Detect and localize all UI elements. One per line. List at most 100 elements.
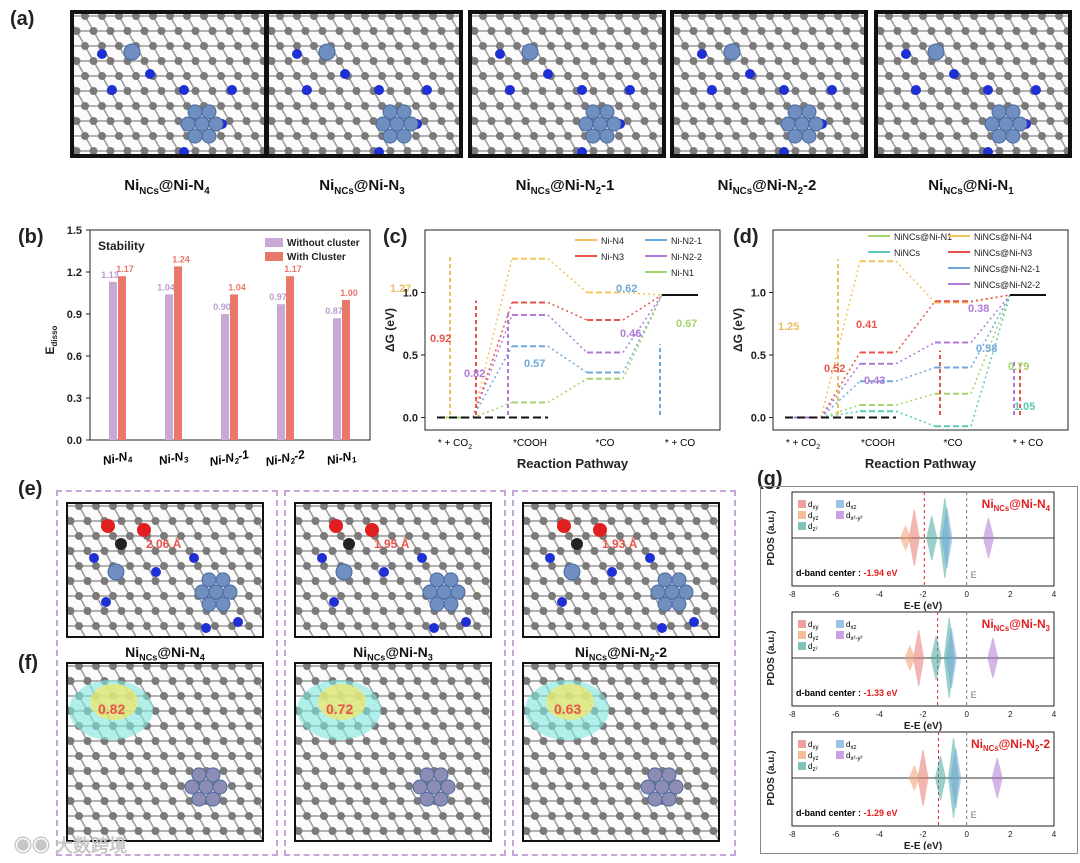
carbon-atom	[530, 72, 538, 80]
carbon-atom	[89, 117, 98, 125]
carbon-atom	[335, 117, 344, 125]
carbon-atom	[468, 72, 470, 80]
carbon-atom	[675, 707, 684, 715]
carbon-atom	[521, 117, 530, 125]
energy-annotation: 1.27	[390, 283, 411, 295]
charge-accumulation-region	[318, 684, 366, 720]
y-tick-label: 0.5	[403, 350, 418, 362]
carbon-atom	[245, 592, 253, 600]
carbon-atom	[320, 622, 328, 630]
carbon-atom	[405, 622, 413, 630]
carbon-atom	[927, 117, 936, 125]
legend-label: Ni-N2-1	[671, 236, 702, 246]
graphene-lattice	[72, 12, 266, 156]
nitrogen-atom	[179, 85, 189, 95]
structure-e-label-2: NiNCs@Ni-N3	[353, 644, 433, 662]
carbon-atom	[81, 132, 89, 140]
structure-a-label-1: NiNCs@Ni-N4	[124, 177, 210, 197]
carbon-atom	[117, 607, 126, 615]
energy-connector	[820, 410, 861, 419]
carbon-atom	[126, 532, 134, 540]
carbon-atom	[953, 132, 961, 140]
legend-label: NiNCs	[894, 248, 920, 258]
carbon-atom	[72, 57, 81, 65]
structure-border	[294, 662, 492, 842]
x-tick-label: Ni-N4	[101, 448, 133, 470]
carbon-atom	[211, 812, 219, 820]
nickel-cluster-atom	[396, 104, 412, 120]
bond-distance-label: 1.95 Å	[374, 536, 410, 551]
carbon-atom	[83, 607, 92, 615]
carbon-atom	[723, 117, 732, 125]
carbon-atom	[701, 722, 709, 730]
carbon-atom	[66, 737, 75, 745]
carbon-atom	[641, 577, 650, 585]
nitrogen-atom	[657, 623, 667, 633]
bond-distance-label: 2.06 Å	[146, 536, 182, 551]
carbon-atom	[927, 147, 936, 155]
carbon-atom	[1038, 102, 1046, 110]
carbon-atom	[276, 42, 284, 50]
carbon-atom	[185, 577, 194, 585]
carbon-atom	[294, 517, 303, 525]
carbon-atom	[874, 72, 876, 80]
carbon-atom	[675, 547, 684, 555]
carbon-atom	[293, 102, 301, 110]
carbon-atom	[251, 102, 259, 110]
carbon-atom	[75, 782, 83, 790]
carbon-atom	[320, 782, 328, 790]
carbon-atom	[352, 87, 361, 95]
carbon-atom	[234, 42, 242, 50]
carbon-atom	[151, 767, 160, 775]
carbon-atom	[430, 707, 439, 715]
carbon-atom	[301, 27, 310, 35]
carbon-atom	[405, 532, 413, 540]
carbon-atom	[200, 42, 208, 50]
carbon-atom	[337, 782, 345, 790]
carbon-atom	[709, 517, 718, 525]
carbon-atom	[589, 57, 598, 65]
nitrogen-atom	[107, 85, 117, 95]
carbon-atom	[379, 607, 388, 615]
carbon-atom	[817, 42, 825, 50]
carbon-atom	[379, 677, 388, 685]
carbon-atom	[151, 797, 160, 805]
structure-label: NiNCs@Ni-N2-2	[575, 644, 667, 662]
energy-connector	[895, 393, 936, 406]
carbon-atom	[590, 607, 599, 615]
carbon-atom	[335, 147, 344, 155]
carbon-atom	[1063, 57, 1070, 65]
nickel-cluster-atom	[208, 584, 224, 600]
carbon-atom	[893, 87, 902, 95]
carbon-atom	[294, 577, 303, 585]
carbon-atom	[1012, 27, 1021, 35]
structure-f-2: 0.72	[294, 662, 492, 842]
carbon-atom	[412, 42, 420, 50]
energy-connector	[820, 363, 861, 418]
legend-label: Ni-N3	[601, 252, 624, 262]
carbon-atom	[766, 72, 774, 80]
carbon-atom	[168, 737, 177, 745]
structure-a-label-5: NiNCs@Ni-N1	[928, 177, 1014, 197]
carbon-atom	[464, 607, 473, 615]
carbon-atom	[140, 87, 149, 95]
carbon-atom	[893, 57, 902, 65]
carbon-atom	[267, 117, 276, 125]
carbon-atom	[791, 27, 800, 35]
carbon-atom	[303, 562, 311, 570]
carbon-atom	[219, 827, 228, 835]
carbon-atom	[177, 722, 185, 730]
carbon-atom	[522, 517, 531, 525]
carbon-atom	[670, 102, 672, 110]
nickel-cluster-atom	[422, 584, 438, 600]
nitrogen-atom	[577, 147, 587, 156]
carbon-atom	[168, 767, 177, 775]
carbon-atom	[405, 812, 413, 820]
carbon-atom	[670, 72, 672, 80]
bond-distance-label: 1.93 Å	[602, 536, 638, 551]
carbon-atom	[936, 132, 944, 140]
carbon-atom	[117, 797, 126, 805]
carbon-atom	[405, 782, 413, 790]
carbon-atom	[616, 532, 624, 540]
carbon-atom	[995, 87, 1004, 95]
